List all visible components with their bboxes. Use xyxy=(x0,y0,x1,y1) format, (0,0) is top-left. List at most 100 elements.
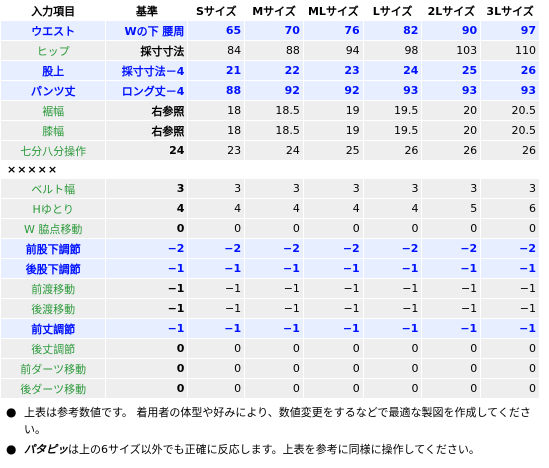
value-cell: 0 xyxy=(245,339,303,358)
row-label: 前丈調節 xyxy=(1,319,106,338)
value-cell: −1 xyxy=(481,319,539,338)
value-cell: 0 xyxy=(481,339,539,358)
value-cell: −1 xyxy=(363,259,422,278)
value-cell: −1 xyxy=(363,299,422,318)
brand-name: パタピッ xyxy=(24,443,68,456)
value-cell: 4 xyxy=(363,199,422,218)
value-cell: 26 xyxy=(481,141,539,160)
column-header: 基準 xyxy=(106,1,188,20)
table-row: 後丈調節 0 0 0 0 0 0 0 xyxy=(1,339,539,358)
value-cell: 26 xyxy=(363,141,422,160)
value-cell: 24 xyxy=(363,61,422,80)
base-cell: 採寸寸法－4 xyxy=(106,61,188,80)
table-row: 後渡移動 −1 −1 −1 −1 −1 −1 −1 xyxy=(1,299,539,318)
value-cell: −1 xyxy=(245,299,303,318)
value-cell: 20.5 xyxy=(481,101,539,120)
table-row: 裾幅 右参照 18 18.5 19 19.5 20 20.5 xyxy=(1,101,539,120)
base-cell: 4 xyxy=(106,199,188,218)
value-cell: 25 xyxy=(303,141,363,160)
row-label: 裾幅 xyxy=(1,101,106,120)
value-cell: −1 xyxy=(422,299,481,318)
table-row: 前丈調節 −1 −1 −1 −1 −1 −1 −1 xyxy=(1,319,539,338)
value-cell: 19 xyxy=(303,121,363,140)
row-label: 後丈調節 xyxy=(1,339,106,358)
row-label: 後股下調節 xyxy=(1,259,106,278)
base-cell: −1 xyxy=(106,279,188,298)
value-cell: 23 xyxy=(188,141,245,160)
value-cell: 0 xyxy=(245,219,303,238)
value-cell: 93 xyxy=(422,81,481,100)
row-label: ベルト幅 xyxy=(1,179,106,198)
value-cell: 82 xyxy=(363,21,422,40)
base-cell: 3 xyxy=(106,179,188,198)
value-cell: 0 xyxy=(303,379,363,398)
value-cell: −1 xyxy=(481,299,539,318)
value-cell: −2 xyxy=(363,239,422,258)
value-cell: 0 xyxy=(188,339,245,358)
value-cell: 0 xyxy=(363,379,422,398)
value-cell: 26 xyxy=(481,61,539,80)
value-cell: −1 xyxy=(422,259,481,278)
table-row: パンツ丈 ロング丈－4 88 92 92 93 93 93 xyxy=(1,81,539,100)
column-header: Sサイズ xyxy=(188,1,245,20)
value-cell: 21 xyxy=(188,61,245,80)
value-cell: −1 xyxy=(422,319,481,338)
value-cell: −1 xyxy=(303,319,363,338)
value-cell: 18.5 xyxy=(245,121,303,140)
value-cell: 0 xyxy=(481,219,539,238)
value-cell: −1 xyxy=(481,279,539,298)
value-cell: 18 xyxy=(188,101,245,120)
base-cell: −1 xyxy=(106,259,188,278)
note-2-text: は上の6サイズ以外でも正確に反応します。上表を参考に同様に操作してください。 xyxy=(68,443,480,456)
value-cell: 22 xyxy=(245,61,303,80)
value-cell: −1 xyxy=(422,279,481,298)
row-label: パンツ丈 xyxy=(1,81,106,100)
value-cell: 0 xyxy=(422,339,481,358)
separator-text: ××××× xyxy=(1,161,539,178)
row-label: 膝幅 xyxy=(1,121,106,140)
value-cell: −1 xyxy=(188,299,245,318)
base-cell: −1 xyxy=(106,319,188,338)
table-row: 前股下調節 −2 −2 −2 −2 −2 −2 −2 xyxy=(1,239,539,258)
row-label: 前渡移動 xyxy=(1,279,106,298)
size-table: 入力項目 基準 Sサイズ Mサイズ MLサイズ Lサイズ 2Lサイズ 3Lサイズ ウエスト Wの… xyxy=(1,1,539,398)
column-header: 入力項目 xyxy=(1,1,106,20)
value-cell: 6 xyxy=(481,199,539,218)
base-cell: 0 xyxy=(106,339,188,358)
value-cell: 93 xyxy=(363,81,422,100)
value-cell: −1 xyxy=(303,299,363,318)
value-cell: 0 xyxy=(188,359,245,378)
value-cell: 0 xyxy=(188,379,245,398)
value-cell: 110 xyxy=(481,41,539,60)
row-label: 前股下調節 xyxy=(1,239,106,258)
value-cell: 19.5 xyxy=(363,121,422,140)
bullet-icon: ● xyxy=(6,405,17,419)
value-cell: 0 xyxy=(481,379,539,398)
table-row: 前ダーツ移動 0 0 0 0 0 0 0 xyxy=(1,359,539,378)
value-cell: 20 xyxy=(422,101,481,120)
value-cell: −1 xyxy=(363,319,422,338)
value-cell: 18 xyxy=(188,121,245,140)
table-row: 七分八分操作 24 23 24 25 26 26 26 xyxy=(1,141,539,160)
base-cell: 24 xyxy=(106,141,188,160)
value-cell: 76 xyxy=(303,21,363,40)
value-cell: 0 xyxy=(363,219,422,238)
value-cell: 3 xyxy=(363,179,422,198)
value-cell: 0 xyxy=(303,359,363,378)
base-cell: 0 xyxy=(106,379,188,398)
value-cell: 3 xyxy=(422,179,481,198)
value-cell: 24 xyxy=(245,141,303,160)
note-1: ● 上表は参考数値です。 着用者の体型や好みにより、数値変更をするなどで最適な製… xyxy=(6,404,546,438)
separator-row: ××××× xyxy=(1,161,539,178)
value-cell: −2 xyxy=(303,239,363,258)
value-cell: −1 xyxy=(303,279,363,298)
column-header: Mサイズ xyxy=(245,1,303,20)
value-cell: −2 xyxy=(188,239,245,258)
value-cell: 0 xyxy=(422,379,481,398)
table-row: 股上 採寸寸法－4 21 22 23 24 25 26 xyxy=(1,61,539,80)
table-row: ベルト幅 3 3 3 3 3 3 3 xyxy=(1,179,539,198)
base-cell: 0 xyxy=(106,359,188,378)
value-cell: 0 xyxy=(303,219,363,238)
row-label: ヒップ xyxy=(1,41,106,60)
table-row: Hゆとり 4 4 4 4 4 5 6 xyxy=(1,199,539,218)
